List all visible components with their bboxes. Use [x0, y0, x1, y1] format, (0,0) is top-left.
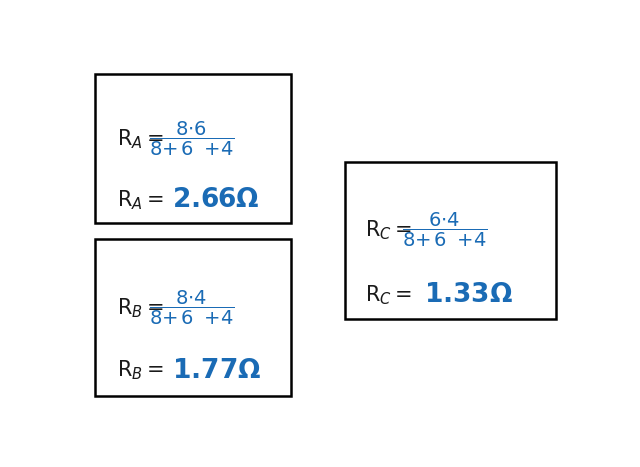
Text: $\mathrm{R}_{C}{=}$: $\mathrm{R}_{C}{=}$ — [365, 283, 412, 307]
Text: $\dfrac{8{\cdot}6}{8{+}\,6\;\;{+4}}$: $\dfrac{8{\cdot}6}{8{+}\,6\;\;{+4}}$ — [149, 120, 234, 158]
Text: $\mathbf{2.66\Omega}$: $\mathbf{2.66\Omega}$ — [172, 187, 260, 213]
FancyBboxPatch shape — [346, 162, 556, 318]
FancyBboxPatch shape — [95, 74, 291, 223]
Text: $\mathrm{R}_{B} =$: $\mathrm{R}_{B} =$ — [117, 296, 164, 319]
Text: $\dfrac{6{\cdot}4}{8{+}\,6\;\;{+4}}$: $\dfrac{6{\cdot}4}{8{+}\,6\;\;{+4}}$ — [403, 212, 488, 249]
Text: $\mathbf{1.33\Omega}$: $\mathbf{1.33\Omega}$ — [424, 282, 513, 308]
Text: $\mathbf{1.77\Omega}$: $\mathbf{1.77\Omega}$ — [172, 358, 262, 384]
Text: $\mathrm{R}_{C} =$: $\mathrm{R}_{C} =$ — [365, 219, 412, 242]
Text: $\dfrac{8{\cdot}4}{8{+}\,6\;\;{+4}}$: $\dfrac{8{\cdot}4}{8{+}\,6\;\;{+4}}$ — [149, 289, 234, 327]
FancyBboxPatch shape — [95, 240, 291, 396]
Text: $\mathrm{R}_{A} =$: $\mathrm{R}_{A} =$ — [117, 127, 164, 150]
Text: $\mathrm{R}_{A}{=}$: $\mathrm{R}_{A}{=}$ — [117, 188, 164, 212]
Text: $\mathrm{R}_{B}{=}$: $\mathrm{R}_{B}{=}$ — [117, 359, 164, 382]
